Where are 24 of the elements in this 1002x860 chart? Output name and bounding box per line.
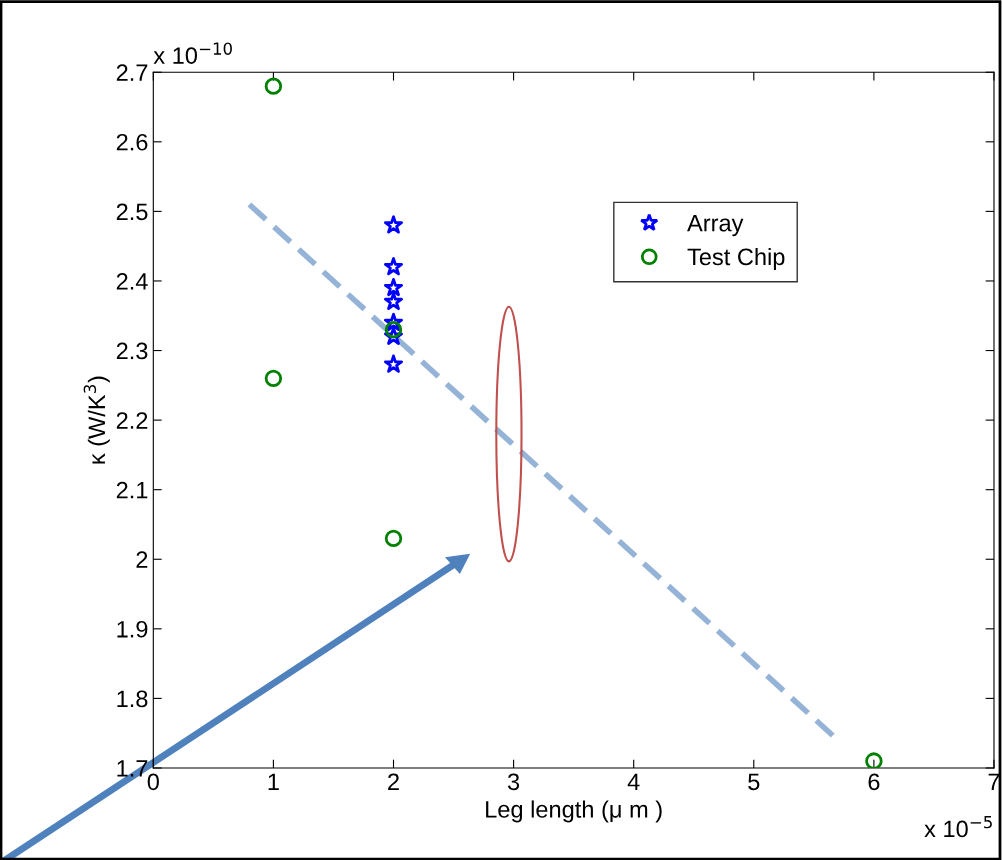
y-tick-label: 2.7	[116, 64, 148, 81]
x-tick-label: 3	[507, 773, 520, 791]
y-tick-label: 2.4	[116, 273, 148, 290]
y-tick-label: 2.3	[116, 342, 148, 360]
x-tick-label: 1	[268, 773, 279, 790]
legend-label: Test Chip	[687, 247, 785, 270]
text: x 10$^{−10}$	[153, 42, 232, 64]
x-tick-label: 0	[147, 773, 159, 791]
x-tick-label: 2	[388, 773, 399, 790]
y-tick-label: 1.8	[117, 690, 148, 708]
x-tick-label: 4	[627, 773, 640, 790]
y-tick-label: 2.2	[116, 412, 148, 429]
y-tick-label: 2	[136, 551, 148, 568]
y-tick-label: 2.5	[116, 203, 148, 221]
text: x 10$^{−5}$	[924, 816, 992, 838]
y-axis-title: κ (W/K$^{3}$)	[83, 376, 110, 464]
y-tick-label: 1.9	[117, 620, 148, 638]
x-tick-label: 5	[748, 773, 760, 791]
x-tick-label: 7	[988, 773, 1000, 790]
y-tick-label: 2.6	[116, 133, 148, 151]
legend-label: Array	[687, 214, 744, 237]
x-tick-label: 6	[868, 773, 880, 791]
x-axis-title: Leg length (μ m )	[486, 800, 662, 823]
y-tick-label: 2.1	[116, 481, 148, 499]
